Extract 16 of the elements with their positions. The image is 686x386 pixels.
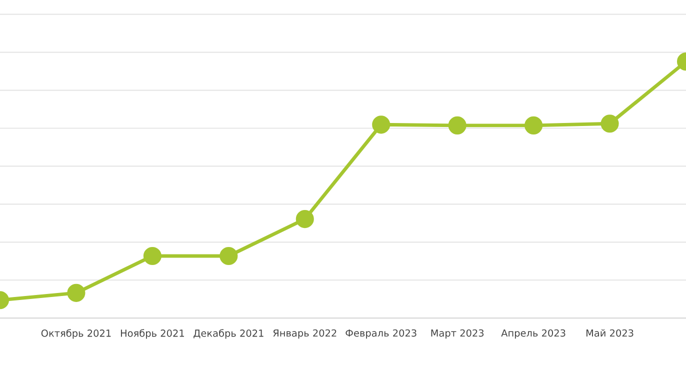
x-tick-label: Декабрь 2021 — [194, 329, 264, 339]
x-tick-label: Апрель 2023 — [501, 329, 566, 339]
x-tick-label: Октябрь 2021 — [41, 329, 111, 339]
point — [296, 210, 314, 228]
x-tick-label: Февраль 2023 — [346, 329, 416, 339]
point — [143, 246, 162, 266]
x-tick-label: Январь 2022 — [273, 329, 336, 339]
point — [220, 246, 238, 266]
point — [67, 284, 86, 302]
point — [372, 116, 390, 134]
point — [524, 116, 543, 134]
x-tick-label: Май 2023 — [586, 329, 634, 337]
x-tick-label: Ноябрь 2021 — [120, 329, 184, 339]
point — [600, 114, 619, 133]
x-tick-label: Март 2023 — [431, 329, 484, 339]
point — [448, 116, 466, 134]
